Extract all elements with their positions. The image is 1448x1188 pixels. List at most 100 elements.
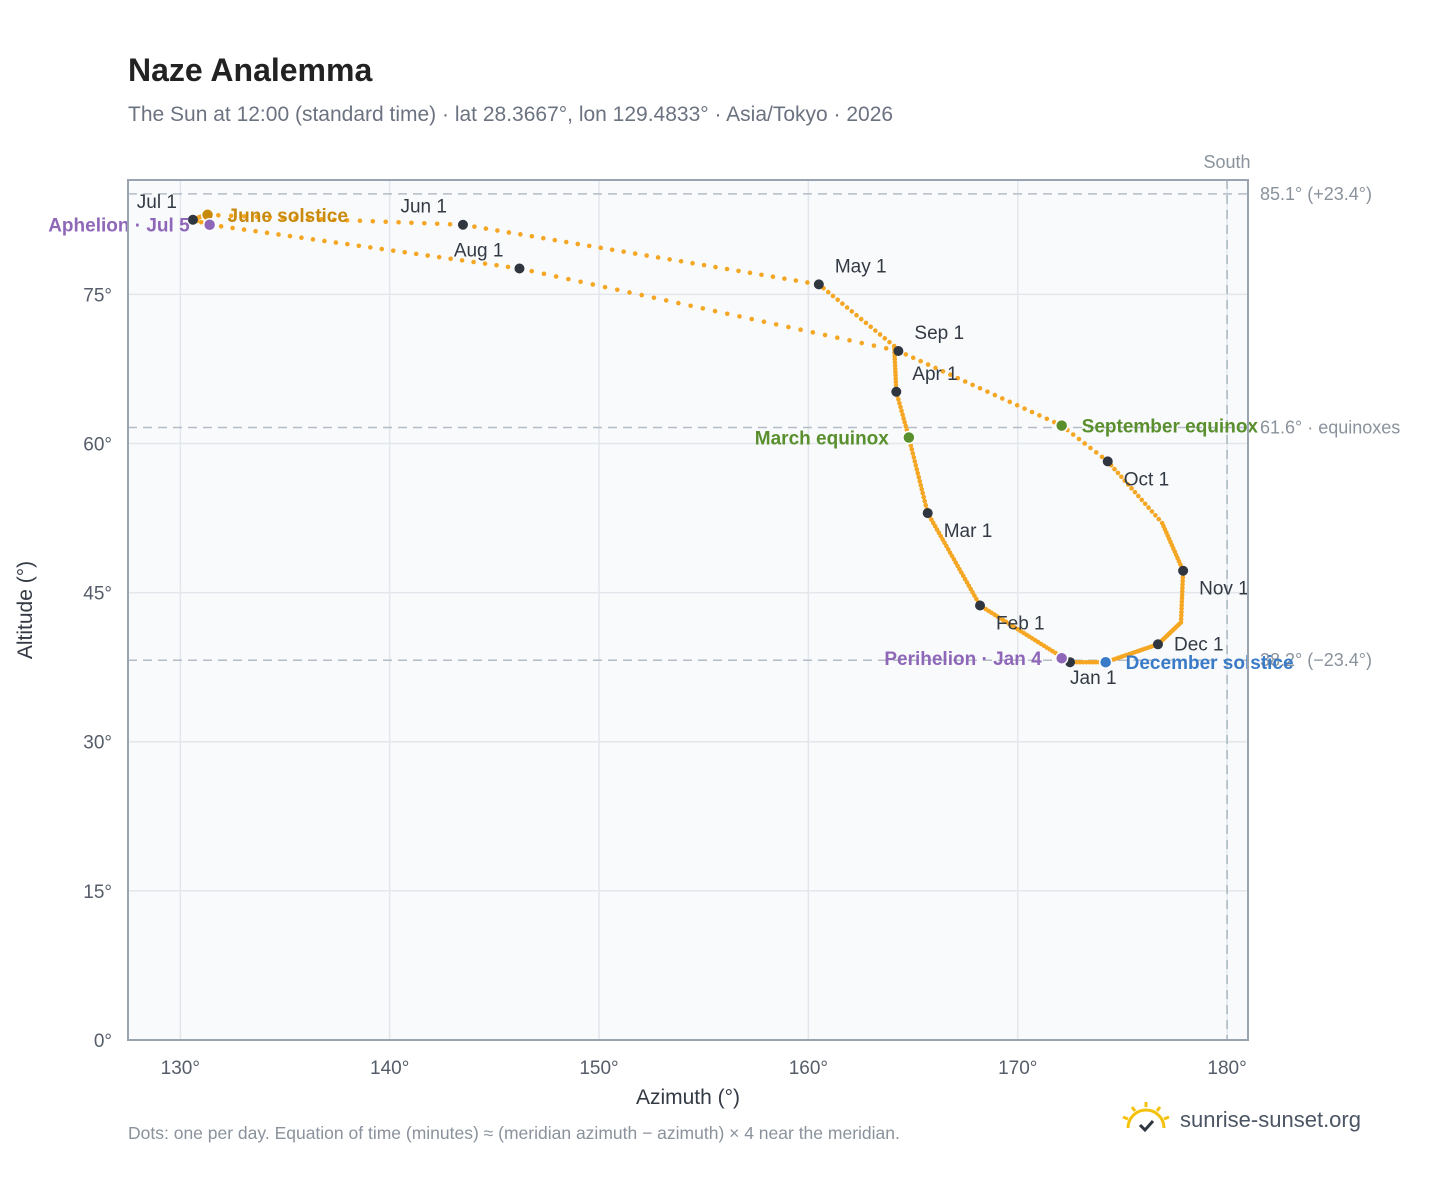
daily-dot <box>822 332 828 338</box>
daily-dot <box>761 319 767 325</box>
daily-dot <box>897 400 902 406</box>
daily-dot <box>883 346 889 351</box>
daily-dot <box>553 274 559 279</box>
month-marker-dot <box>891 386 902 397</box>
daily-dot <box>241 227 247 232</box>
chart-title: Naze Analemma <box>128 52 373 88</box>
daily-dot <box>1044 416 1050 422</box>
daily-dot <box>873 328 878 333</box>
daily-dot <box>253 228 258 234</box>
daily-dot <box>370 218 376 224</box>
daily-dot <box>356 243 362 249</box>
y-tick-label: 30° <box>83 733 112 754</box>
daily-dot <box>909 447 915 452</box>
daily-dot <box>893 376 899 382</box>
daily-dot <box>793 278 799 283</box>
daily-dot <box>1082 441 1088 446</box>
month-markers: Jan 1 Feb 1 Mar 1 Apr 1 May 1 Jun 1 Jul 1 Aug 1… <box>137 192 1249 689</box>
daily-dot <box>868 324 873 330</box>
daily-dot <box>644 253 649 258</box>
daily-dot <box>1080 659 1086 665</box>
daily-dot <box>893 379 899 385</box>
event-label: December solstice <box>1126 653 1294 674</box>
daily-dot <box>912 459 918 464</box>
daily-dot <box>1070 432 1076 437</box>
daily-dot <box>506 230 512 235</box>
daily-dot <box>1180 582 1185 587</box>
daily-dot <box>877 332 883 337</box>
x-tick-label: 150° <box>579 1058 618 1079</box>
daily-dot <box>518 232 523 237</box>
daily-dot <box>1180 578 1185 584</box>
daily-dot <box>736 268 741 274</box>
daily-dot <box>1122 478 1128 483</box>
daily-dot <box>922 498 928 504</box>
daily-dot <box>436 254 442 260</box>
daily-dot <box>578 279 583 285</box>
month-marker-dot <box>1152 639 1163 650</box>
month-marker-label: Jul 1 <box>137 192 177 213</box>
daily-dot <box>859 340 865 346</box>
daily-dot <box>541 235 546 241</box>
daily-dot <box>413 251 419 257</box>
month-marker-label: Feb 1 <box>996 614 1045 635</box>
daily-dot <box>609 247 615 253</box>
daily-dot <box>700 306 706 311</box>
month-marker-dot <box>975 600 986 611</box>
daily-dot <box>1093 450 1099 455</box>
daily-dot <box>390 248 396 253</box>
daily-dot <box>1022 406 1027 411</box>
daily-dot <box>915 470 921 476</box>
daily-dot <box>903 423 909 429</box>
daily-dot <box>655 255 661 260</box>
daily-dot <box>1132 489 1138 495</box>
y-axis-label: Altitude (°) <box>14 561 37 659</box>
daily-dot <box>345 241 350 247</box>
daily-dot <box>724 311 730 317</box>
daily-dot <box>899 408 904 414</box>
daily-dot <box>962 379 968 384</box>
month-marker-dot <box>187 214 198 225</box>
daily-dot <box>948 372 953 378</box>
month-marker-dot <box>514 263 525 274</box>
daily-dot <box>471 259 476 265</box>
daily-dot <box>447 221 453 227</box>
daily-dot <box>287 233 293 239</box>
daily-dot <box>1156 516 1162 522</box>
reference-line-label: 38.2° (−23.4°) <box>1260 650 1372 670</box>
daily-dot <box>854 312 859 318</box>
brand-logo[interactable]: sunrise-sunset.org <box>1120 1100 1361 1139</box>
daily-dot <box>840 301 845 306</box>
daily-dot <box>1000 396 1005 401</box>
daily-dot <box>887 339 892 345</box>
daily-dot <box>602 284 608 290</box>
daily-dot <box>598 245 604 251</box>
daily-dot <box>254 214 260 220</box>
daily-dot <box>663 298 669 303</box>
daily-dot <box>849 309 855 314</box>
daily-dot <box>847 338 852 343</box>
daily-dot <box>910 355 916 361</box>
x-axis-label: Azimuth (°) <box>636 1086 740 1109</box>
daily-dot <box>1178 613 1184 618</box>
daily-dot <box>892 356 898 362</box>
daily-dot <box>1088 445 1093 451</box>
daily-dot <box>908 443 914 448</box>
daily-dot <box>1178 616 1184 622</box>
daily-dot <box>933 365 938 371</box>
daily-dot <box>1179 596 1185 601</box>
y-tick-label: 75° <box>83 285 112 306</box>
daily-dot <box>919 486 925 492</box>
daily-dot <box>1083 659 1089 665</box>
daily-dot <box>770 274 776 279</box>
daily-dot <box>344 217 350 223</box>
daily-dot <box>1076 436 1082 442</box>
daily-dot <box>1179 606 1184 611</box>
daily-dot <box>892 363 898 368</box>
daily-dot <box>749 316 755 322</box>
daily-dot <box>985 389 990 394</box>
y-tick-label: 15° <box>83 882 112 903</box>
daily-dot <box>1014 402 1020 408</box>
daily-dot <box>1180 585 1185 591</box>
daily-dot <box>1179 592 1185 598</box>
